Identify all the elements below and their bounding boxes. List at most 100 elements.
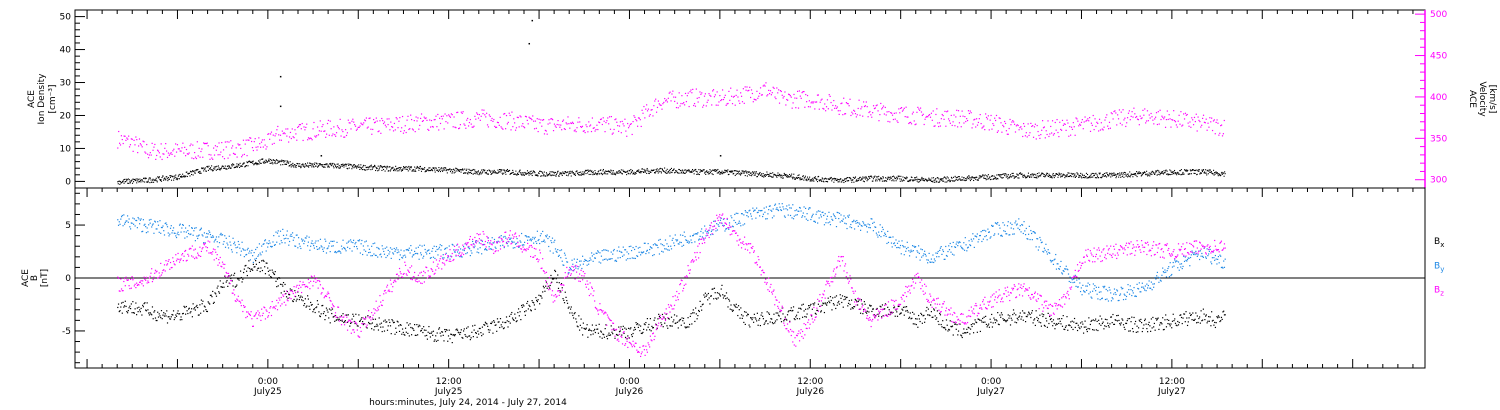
density-point	[1156, 171, 1158, 173]
density-point	[169, 175, 171, 177]
by-point	[258, 243, 261, 245]
density-point	[310, 163, 312, 165]
velocity-point	[833, 99, 835, 102]
density-point	[157, 176, 159, 178]
by-point	[1041, 241, 1043, 243]
density-point	[808, 179, 810, 181]
by-point	[120, 218, 122, 220]
density-point	[401, 169, 404, 172]
by-point	[1147, 287, 1149, 289]
by-point	[335, 252, 337, 254]
by-point	[356, 248, 358, 250]
density-point	[384, 165, 386, 167]
velocity-point	[844, 113, 847, 115]
density-point	[1073, 174, 1075, 176]
bx-point	[136, 307, 138, 309]
density-point	[858, 178, 860, 180]
velocity-point	[801, 92, 803, 94]
velocity-point	[475, 118, 477, 120]
by-point	[1214, 254, 1217, 257]
velocity-point	[148, 154, 151, 156]
velocity-point	[768, 92, 771, 95]
by-point	[1153, 283, 1155, 285]
velocity-point	[193, 158, 195, 160]
density-point	[864, 178, 867, 180]
velocity-point	[565, 122, 567, 124]
density-point	[818, 175, 820, 178]
by-point	[1122, 287, 1124, 289]
density-point	[1003, 173, 1005, 175]
density-point	[960, 179, 963, 181]
density-point	[1219, 175, 1221, 177]
velocity-point	[789, 95, 791, 97]
by-point	[393, 247, 395, 250]
by-point	[1125, 295, 1128, 298]
velocity-point	[850, 114, 852, 117]
density-point	[1091, 172, 1093, 174]
density-point	[1118, 174, 1120, 176]
density-point	[431, 168, 433, 170]
density-point	[357, 166, 359, 168]
density-point	[362, 166, 364, 168]
density-point	[1179, 170, 1181, 172]
by-point	[1137, 288, 1140, 290]
by-point	[463, 249, 465, 252]
density-point	[589, 169, 591, 171]
density-tick-label: 50	[60, 13, 72, 23]
velocity-point	[418, 128, 420, 130]
velocity-point	[350, 128, 352, 130]
density-point	[680, 169, 682, 171]
by-point	[788, 204, 790, 206]
density-point	[286, 162, 288, 164]
by-point	[1088, 293, 1090, 295]
velocity-point	[1139, 115, 1141, 117]
by-point	[494, 246, 496, 248]
density-point	[938, 178, 940, 180]
density-point	[353, 167, 355, 169]
by-point	[889, 236, 891, 238]
velocity-point	[1111, 113, 1113, 115]
by-point	[1014, 222, 1016, 224]
velocity-tick-label: 400	[1430, 93, 1447, 103]
density-point	[1157, 173, 1159, 175]
density-point	[443, 167, 445, 169]
velocity-point	[627, 127, 630, 129]
velocity-point	[599, 122, 601, 124]
by-point	[679, 241, 681, 243]
density-point	[445, 167, 447, 169]
velocity-point	[1201, 124, 1203, 126]
by-point	[1183, 260, 1186, 263]
density-point	[1022, 176, 1024, 178]
velocity-point	[274, 135, 276, 137]
velocity-point	[166, 150, 168, 152]
by-point	[843, 215, 845, 217]
by-point	[875, 232, 878, 234]
density-point	[840, 178, 842, 180]
velocity-point	[879, 113, 881, 116]
density-point	[264, 161, 266, 163]
velocity-point	[184, 155, 187, 157]
velocity-point	[771, 92, 773, 94]
velocity-point	[451, 114, 453, 116]
density-point	[684, 172, 686, 174]
density-point	[561, 174, 563, 177]
by-point	[528, 236, 530, 238]
density-point	[719, 171, 722, 173]
velocity-point	[1039, 137, 1041, 139]
velocity-point	[787, 93, 790, 95]
by-point	[575, 267, 577, 269]
velocity-point	[1168, 114, 1170, 116]
velocity-point	[544, 129, 546, 132]
by-point	[873, 221, 875, 223]
velocity-point	[750, 96, 752, 99]
density-point	[430, 169, 432, 171]
by-point	[921, 256, 923, 258]
by-point	[262, 243, 264, 245]
velocity-point	[975, 126, 977, 128]
by-point	[979, 234, 981, 237]
velocity-point	[653, 105, 655, 107]
by-point	[1103, 287, 1105, 289]
by-point	[900, 253, 902, 255]
velocity-point	[697, 101, 699, 103]
velocity-point	[803, 90, 805, 93]
